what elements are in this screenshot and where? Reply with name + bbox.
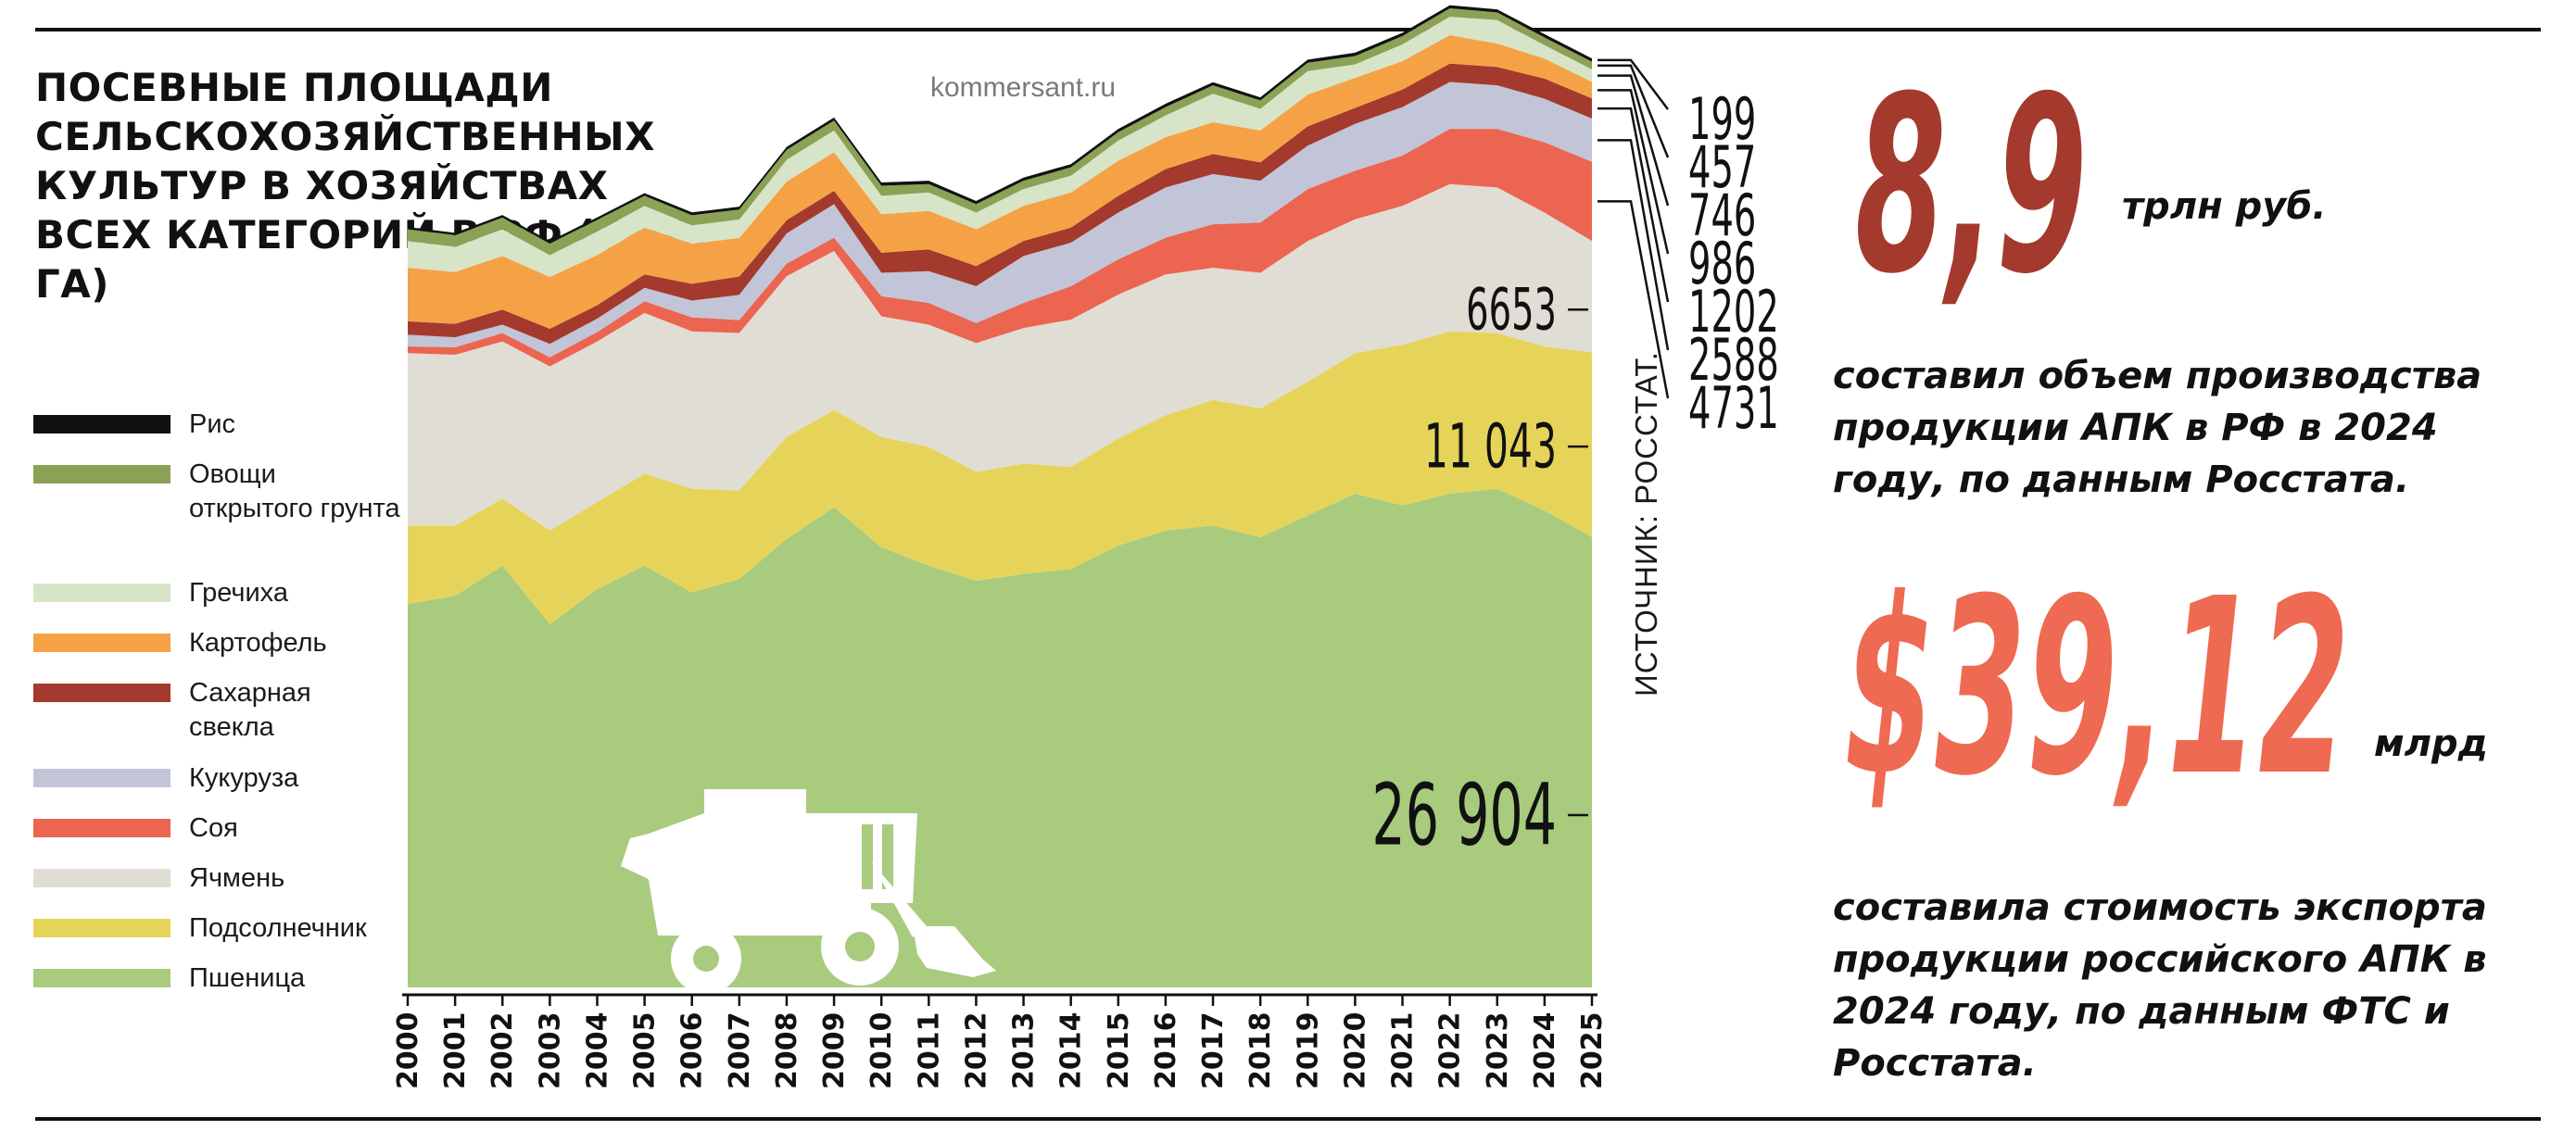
legend-swatch-potato bbox=[33, 634, 170, 652]
legend-item-potato: Картофель bbox=[33, 626, 402, 660]
bottom-rule bbox=[35, 1117, 2541, 1121]
legend-label-wheat: Пшеница bbox=[189, 963, 306, 993]
x-tick-label: 2025 bbox=[1576, 1012, 1609, 1090]
legend-label-corn: Кукуруза bbox=[189, 763, 299, 793]
area-4 bbox=[408, 82, 1592, 358]
series-leader-6 bbox=[1597, 89, 1670, 255]
legend-label-vegetables: Овощи открытого грунта bbox=[189, 459, 400, 523]
stat-production-unit: трлн руб. bbox=[2122, 185, 2327, 228]
x-tick-label: 2022 bbox=[1434, 1012, 1467, 1090]
combine-harvester-icon bbox=[621, 789, 996, 994]
x-tick-label: 2000 bbox=[392, 1012, 424, 1090]
area-7 bbox=[408, 17, 1592, 278]
legend-item-corn: Кукуруза bbox=[33, 761, 402, 796]
legend-swatch-corn bbox=[33, 769, 170, 787]
site-name: kommersant.ru bbox=[930, 72, 1117, 103]
series-leader-7 bbox=[1597, 74, 1670, 207]
series-label-8: 457 bbox=[1688, 135, 1756, 202]
series-leader-5 bbox=[1597, 107, 1670, 303]
series-leader-4 bbox=[1597, 139, 1670, 351]
x-tick-label: 2021 bbox=[1387, 1012, 1420, 1090]
legend-swatch-sugar-beet bbox=[33, 684, 170, 702]
series-label-3: 4731 bbox=[1688, 376, 1779, 443]
legend-swatch-barley bbox=[33, 869, 170, 887]
x-tick-label: 2011 bbox=[913, 1012, 945, 1090]
x-tick-label: 2018 bbox=[1244, 1012, 1277, 1090]
area-1 bbox=[408, 331, 1592, 624]
legend-label-buckwheat: Гречиха bbox=[189, 578, 288, 608]
legend-item-vegetables: Овощи открытого грунта bbox=[33, 458, 402, 526]
legend-item-wheat: Пшеница bbox=[33, 961, 402, 996]
x-tick-label: 2014 bbox=[1055, 1012, 1088, 1090]
x-tick-label: 2003 bbox=[534, 1012, 566, 1090]
series-label-6: 986 bbox=[1688, 232, 1756, 298]
series-leader-8 bbox=[1597, 64, 1670, 158]
legend-item-sunflower: Подсолнечник bbox=[33, 911, 402, 946]
series-leader-3 bbox=[1597, 200, 1670, 399]
legend-swatch-wheat bbox=[33, 969, 170, 987]
legend-label-rice: Рис bbox=[189, 409, 236, 439]
series-label-7: 746 bbox=[1688, 183, 1756, 250]
stat-production-value: 8,9 bbox=[1855, 44, 2088, 327]
legend-swatch-soy bbox=[33, 819, 170, 837]
x-tick-label: 2004 bbox=[581, 1012, 613, 1090]
legend-swatch-buckwheat bbox=[33, 584, 170, 602]
x-axis: 2000 2001 2002 2003 2004 2005 2006 2007 2008 2009… bbox=[392, 993, 1609, 1090]
x-tick-label: 2013 bbox=[1008, 1012, 1041, 1090]
x-tick-label: 2007 bbox=[724, 1012, 756, 1090]
legend-swatch-sunflower bbox=[33, 919, 170, 937]
stat-production-text: составил объем производства продукции АП… bbox=[1833, 355, 2482, 501]
legend-label-potato: Картофель bbox=[189, 628, 327, 658]
series-label-1: 11 043 bbox=[1424, 410, 1557, 482]
legend-item-sugar-beet: Сахарная свекла bbox=[33, 676, 402, 745]
area-6 bbox=[408, 34, 1592, 330]
x-tick-label: 2005 bbox=[629, 1012, 662, 1090]
stat-export-unit: млрд bbox=[2374, 722, 2488, 765]
x-tick-label: 2017 bbox=[1197, 1012, 1230, 1090]
top-rule bbox=[35, 28, 2541, 31]
stat-export-text: составила стоимость экспорта продукции р… bbox=[1833, 886, 2487, 1085]
series-label-5: 1202 bbox=[1688, 280, 1779, 346]
legend-item-soy: Соя bbox=[33, 811, 402, 846]
x-tick-label: 2023 bbox=[1482, 1012, 1514, 1090]
series-label-0: 26 904 bbox=[1371, 766, 1557, 865]
legend-label-soy: Соя bbox=[189, 813, 238, 843]
x-tick-label: 2008 bbox=[771, 1012, 803, 1090]
x-tick-label: 2019 bbox=[1292, 1012, 1324, 1090]
series-label-4: 2588 bbox=[1688, 328, 1779, 395]
x-tick-label: 2015 bbox=[1103, 1012, 1135, 1090]
x-tick-label: 2024 bbox=[1529, 1012, 1561, 1090]
legend-swatch-vegetables bbox=[33, 465, 170, 484]
legend-item-rice: Рис bbox=[33, 408, 402, 442]
x-tick-label: 2001 bbox=[439, 1012, 472, 1090]
area-3 bbox=[408, 129, 1592, 367]
x-tick-label: 2012 bbox=[960, 1012, 992, 1090]
x-tick-label: 2002 bbox=[486, 1012, 519, 1090]
series-leader-9 bbox=[1597, 58, 1669, 110]
x-tick-label: 2016 bbox=[1150, 1012, 1182, 1090]
legend-item-barley: Ячмень bbox=[33, 861, 402, 896]
x-tick-label: 2006 bbox=[676, 1012, 709, 1090]
series-label-2: 6653 bbox=[1466, 277, 1557, 344]
legend-label-sunflower: Подсолнечник bbox=[189, 913, 367, 943]
legend-item-buckwheat: Гречиха bbox=[33, 576, 402, 610]
source-note: ИСТОЧНИК: РОССТАТ. bbox=[1629, 351, 1663, 697]
legend-swatch-rice bbox=[33, 415, 170, 433]
legend-label-barley: Ячмень bbox=[189, 863, 285, 893]
stat-export-value: $39,12 bbox=[1844, 546, 2350, 829]
legend-label-sugar-beet: Сахарная свекла bbox=[189, 678, 311, 742]
x-tick-label: 2009 bbox=[818, 1012, 851, 1090]
x-tick-label: 2010 bbox=[865, 1012, 898, 1090]
series-label-9: 199 bbox=[1688, 87, 1756, 154]
x-tick-label: 2020 bbox=[1339, 1012, 1371, 1090]
area-2 bbox=[408, 183, 1592, 531]
